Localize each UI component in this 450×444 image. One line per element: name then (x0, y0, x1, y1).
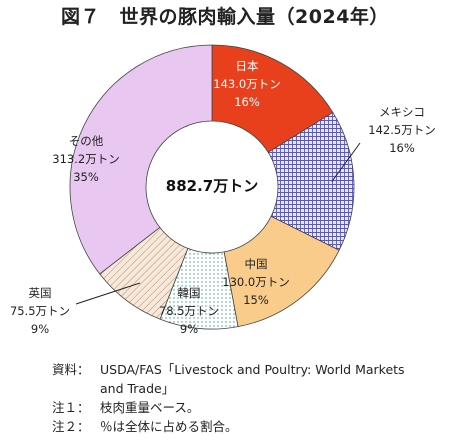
note-1-text: 枝肉重量ベース。 (100, 400, 200, 415)
note-2: 注２： ％は全体に占める割合。 (52, 417, 405, 436)
source-line-2: and Trade」 (100, 381, 175, 396)
notes-block: 資料： USDA/FAS「Livestock and Poultry: Worl… (52, 360, 405, 436)
slice-1-name-label: メキシコ (379, 105, 425, 119)
slice-0-name-label: 日本 (236, 59, 259, 73)
slice-5-share-label: 35% (73, 170, 99, 184)
slice-4-leader-line (75, 282, 141, 305)
slice-3-share-label: 9% (180, 322, 198, 336)
note-2-key: 注２： (52, 419, 90, 434)
slice-5-value-label: 313.2万トン (52, 152, 119, 166)
center-total-label: 882.7万トン (166, 177, 258, 195)
source-line-1: USDA/FAS「Livestock and Poultry: World Ma… (100, 362, 405, 377)
slice-2-value-label: 130.0万トン (222, 275, 289, 289)
slice-5 (69, 44, 213, 275)
slice-4-name-label: 英国 (29, 286, 52, 300)
slice-3-name-label: 韓国 (178, 286, 201, 300)
note-1-key: 注１： (52, 400, 90, 415)
source-note: 資料： USDA/FAS「Livestock and Poultry: Worl… (52, 360, 405, 398)
chart-title: 図７ 世界の豚肉輸入量（2024年） (61, 6, 389, 28)
slice-1-value-label: 142.5万トン (368, 123, 435, 137)
slice-3-value-label: 78.5万トン (159, 304, 219, 318)
slice-0 (211, 44, 334, 153)
note-2-text: ％は全体に占める割合。 (100, 419, 238, 434)
slice-2-name-label: 中国 (245, 257, 268, 271)
slice-4-share-label: 9% (31, 322, 49, 336)
slice-1-share-label: 16% (389, 141, 415, 155)
source-key: 資料： (52, 362, 90, 377)
note-1: 注１： 枝肉重量ベース。 (52, 398, 405, 417)
slice-5-name-label: その他 (69, 134, 104, 148)
slice-0-share-label: 16% (234, 95, 260, 109)
slice-1-leader-line (331, 142, 361, 182)
slice-1 (267, 111, 355, 251)
source-text: USDA/FAS「Livestock and Poultry: World Ma… (100, 360, 405, 398)
slice-2-share-label: 15% (243, 293, 269, 307)
slice-0-value-label: 143.0万トン (213, 77, 280, 91)
slice-4-value-label: 75.5万トン (10, 304, 70, 318)
